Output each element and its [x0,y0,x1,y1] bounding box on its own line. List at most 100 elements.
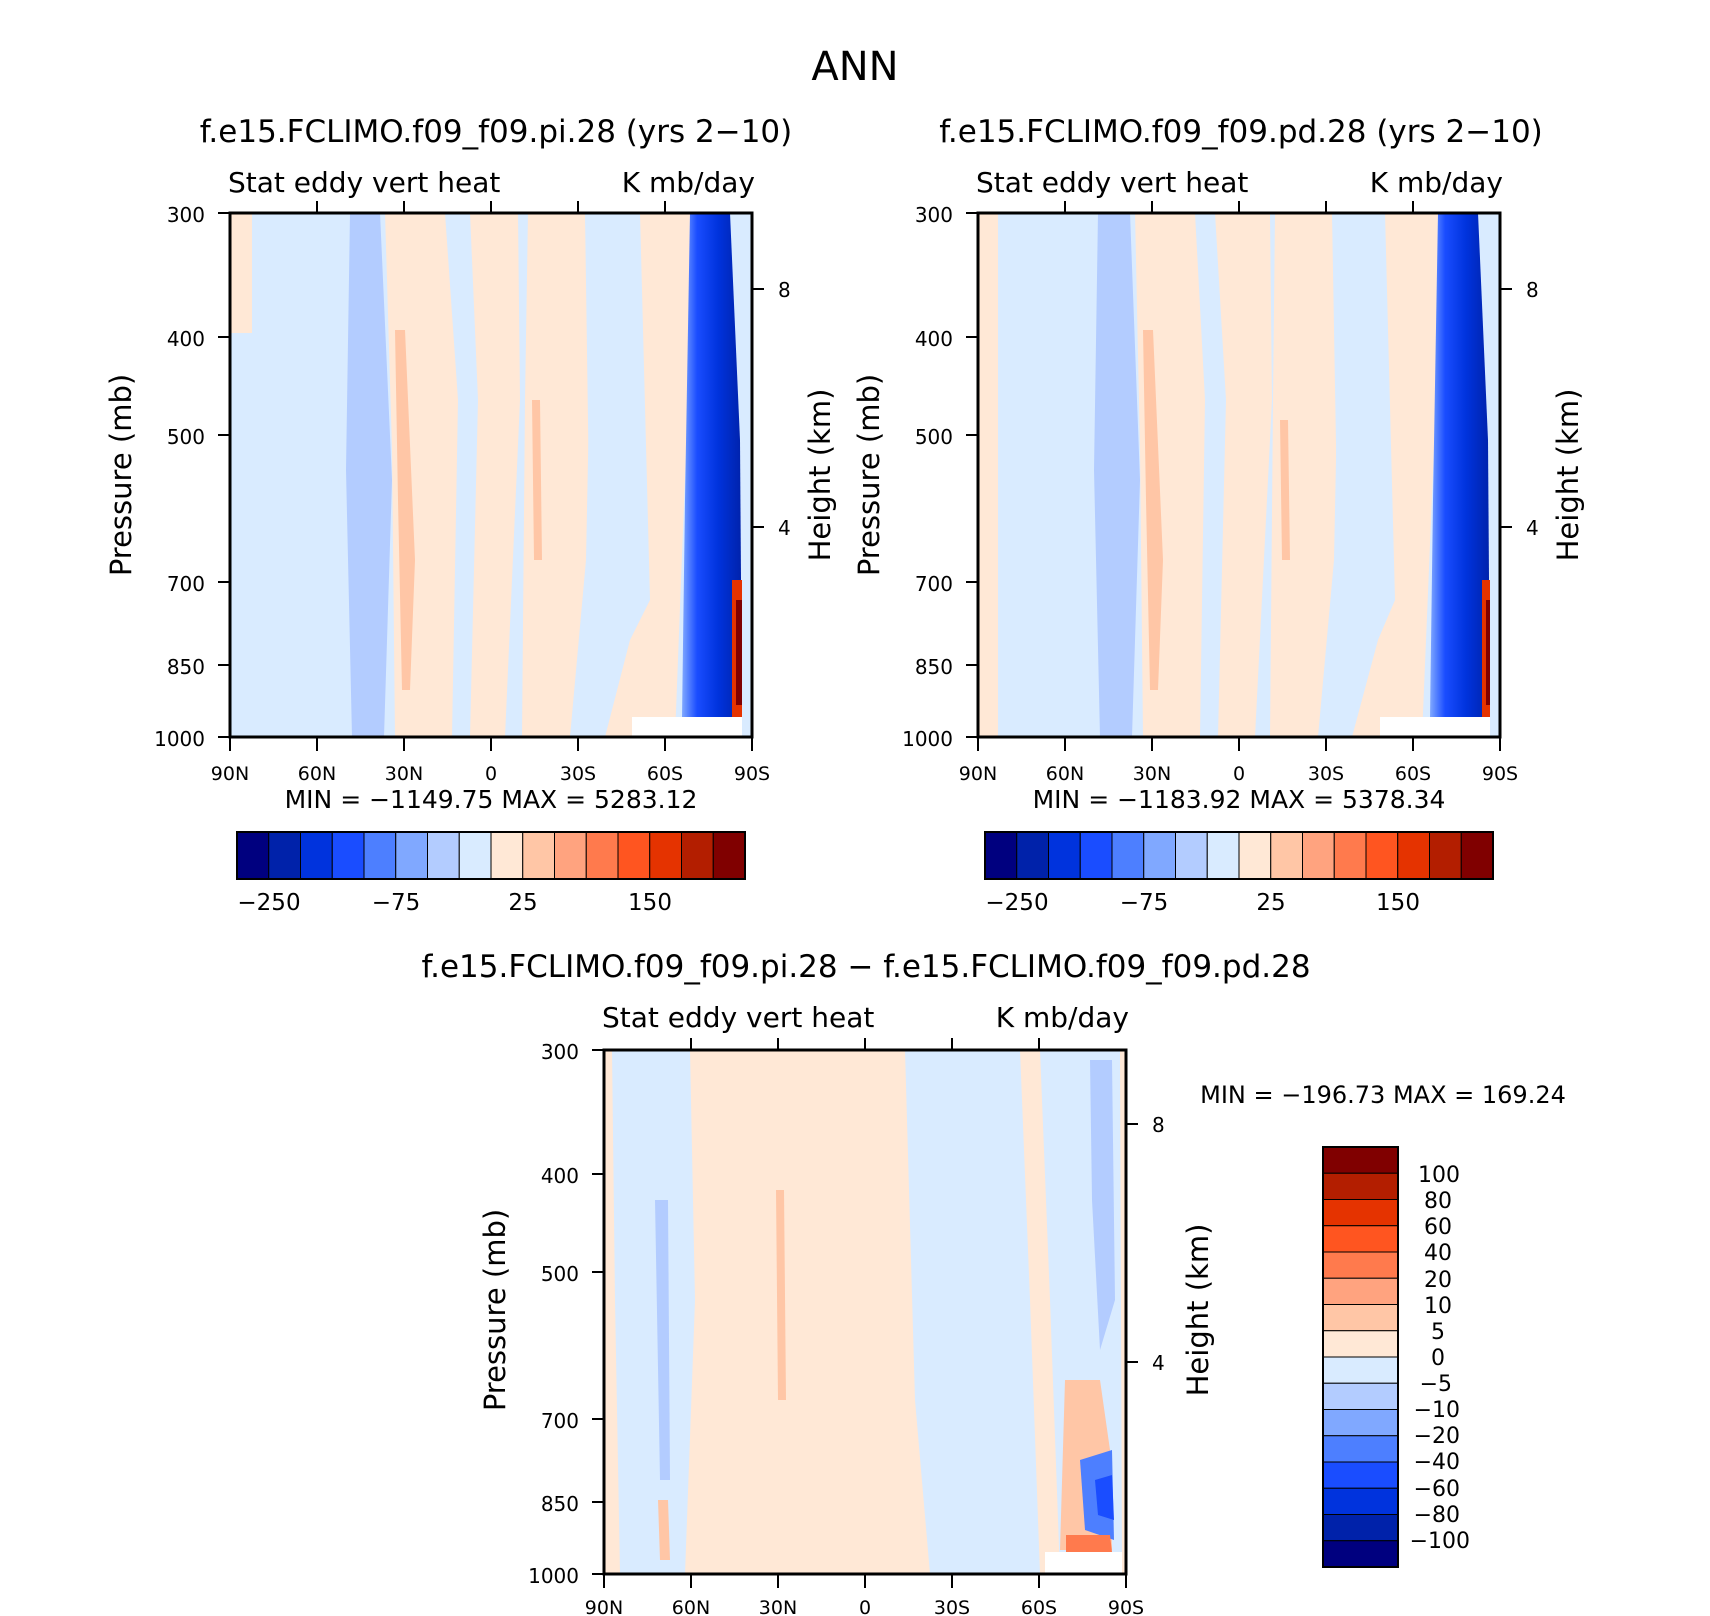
panel-pd-title: f.e15.FCLIMO.f09_f09.pd.28 (yrs 2−10) [939,114,1543,150]
x-tick-label: 30S [1308,763,1344,785]
colorbar-swatch [1365,831,1399,880]
colorbar-label: −75 [372,890,421,916]
pi-band-30n-positive [385,213,458,737]
panel-diff-ylabel: Pressure (mb) [478,1209,512,1411]
x-tick-label: 60N [298,763,336,785]
colorbar-swatch [1333,831,1367,880]
pd-band-antarctic-strong-negative [1430,213,1490,717]
y-tick-label: 1000 [902,727,953,751]
colorbar-swatch [1322,1409,1399,1437]
diff-band-antarctic-minor-negative [1090,1060,1115,1350]
colorbar-swatch [1048,831,1081,880]
y-tick-label: 500 [915,425,953,449]
pd-terrain-mask [1380,717,1490,737]
panel-pd-x-ticks: 90N 60N 30N 0 30S 60S 90S [959,201,1518,785]
panel-pd-ylabel-right: Height (km) [1551,389,1585,562]
y-tick-label: 400 [915,327,953,351]
pi-band-subtropic-negative [570,213,650,737]
panel-diff-x-ticks: 90N 60N 30N 0 30S 60S 90S [585,1038,1144,1616]
colorbar-swatch [1429,831,1462,880]
y-tick-label: 400 [167,327,205,351]
colorbar-swatch [1322,1172,1399,1200]
colorbar-label: 25 [508,890,537,916]
colorbar-swatch [1322,1356,1399,1384]
y-tick-label: 700 [541,1409,579,1433]
panel-pd-field [978,213,1500,737]
pd-band-antarctic-strong-positive-core [1486,600,1490,705]
diff-band-antarctic-core-negative [1095,1475,1114,1520]
colorbar-frame [236,831,746,880]
panel-pd-ylabel: Pressure (mb) [852,374,886,576]
panel-pd-right-label: K mb/day [1370,166,1503,199]
panel-pd: f.e15.FCLIMO.f09_f09.pd.28 (yrs 2−10) St… [852,114,1585,916]
x-tick-label: 30N [1133,763,1171,785]
colorbar-swatch [1322,1435,1399,1463]
panel-pd-right-ticks: 8 4 [1500,278,1539,540]
colorbar-label: 100 [1418,1163,1460,1188]
panel-pi-ylabel-right: Height (km) [803,389,837,562]
colorbar-frame [984,831,1494,880]
colorbar-swatch [984,831,1018,880]
pd-band-subtropic-negative [1318,213,1395,737]
colorbar-swatch [1322,1146,1399,1174]
pd-band-15s-core [1280,420,1290,560]
colorbar-swatch [1016,831,1049,880]
y-right-tick-label: 4 [1152,1351,1165,1375]
diff-band-antarctic-core-positive [1066,1535,1112,1552]
colorbar-swatch [681,831,714,880]
panel-pi-ylabel: Pressure (mb) [104,374,138,576]
colorbar-label: −250 [237,890,300,916]
panel-pi-right-label: K mb/day [622,166,755,199]
colorbar-swatch [1322,1277,1399,1305]
diff-band-north-minor [655,1200,670,1480]
pd-band-30n-core [1143,330,1163,690]
panel-diff-left-label: Stat eddy vert heat [602,1001,874,1034]
colorbar-swatch [1322,1199,1399,1227]
colorbar-swatch [1322,1251,1399,1279]
pi-band-tropics-positive [522,213,590,737]
panel-pi-right-ticks: 8 4 [752,278,791,540]
colorbar-swatch [1322,1540,1399,1568]
y-tick-label: 700 [915,572,953,596]
panel-pi-title: f.e15.FCLIMO.f09_f09.pi.28 (yrs 2−10) [200,114,792,150]
diff-band-north-negative [612,1050,695,1574]
x-tick-label: 90S [734,763,770,785]
colorbar-swatch [395,831,428,880]
colorbar-label: 40 [1424,1241,1452,1266]
pd-band-north-edge [978,213,998,737]
y-tick-label: 500 [541,1262,579,1286]
colorbar-swatch [712,831,746,880]
panel-diff-stats: MIN = −196.73 MAX = 169.24 [1200,1081,1566,1109]
colorbar-swatch [522,831,555,880]
colorbar-label: 150 [628,890,672,916]
colorbar-label: 10 [1424,1294,1452,1319]
x-tick-label: 60S [1395,763,1431,785]
y-tick-label: 500 [167,425,205,449]
colorbar-swatch [363,831,397,880]
panel-diff-right-label: K mb/day [996,1001,1129,1034]
y-tick-label: 300 [541,1040,579,1064]
panel-pd-left-label: Stat eddy vert heat [976,166,1248,199]
colorbar-label: −20 [1414,1424,1460,1449]
colorbar-swatch [236,831,270,880]
y-tick-label: 1000 [528,1564,579,1588]
colorbar-swatch [1322,1487,1399,1515]
colorbar-swatch [1322,1225,1399,1253]
colorbar-label: −60 [1414,1477,1460,1502]
panel-pd-colorbar [984,831,1494,880]
colorbar-swatch [427,831,460,880]
panel-diff-field [604,1050,1126,1574]
colorbar-swatch [1322,1330,1399,1358]
colorbar-swatch [1206,831,1240,880]
x-tick-label: 60S [647,763,683,785]
colorbar-swatch [1143,831,1176,880]
colorbar-label: −250 [985,890,1048,916]
y-tick-label: 700 [167,572,205,596]
panel-pi-y-ticks: 300 400 500 700 850 1000 [154,203,230,751]
colorbar-swatch [1270,831,1303,880]
diff-band-30n-core [776,1190,786,1400]
diff-band-south-negative [905,1050,1040,1574]
colorbar-swatch [300,831,333,880]
colorbar-swatch [1322,1461,1399,1489]
colorbar-label: 0 [1431,1346,1445,1371]
